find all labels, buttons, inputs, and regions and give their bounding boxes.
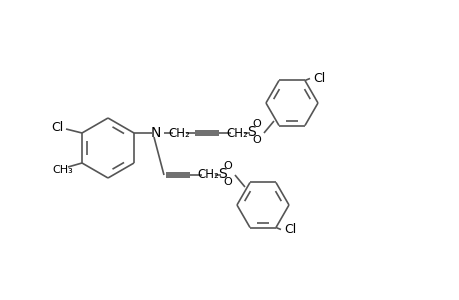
Text: N: N — [151, 126, 161, 140]
Text: O: O — [223, 161, 232, 171]
Text: S: S — [218, 167, 227, 181]
Text: Cl: Cl — [312, 72, 325, 85]
Text: CH₂: CH₂ — [226, 127, 247, 140]
Text: CH₂: CH₂ — [168, 127, 190, 140]
Text: S: S — [247, 125, 256, 139]
Text: CH₃: CH₃ — [52, 165, 73, 175]
Text: Cl: Cl — [283, 223, 296, 236]
Text: O: O — [252, 135, 261, 145]
Text: O: O — [223, 177, 232, 187]
Text: Cl: Cl — [51, 121, 63, 134]
Text: CH₂: CH₂ — [196, 169, 218, 182]
Text: O: O — [252, 119, 261, 129]
